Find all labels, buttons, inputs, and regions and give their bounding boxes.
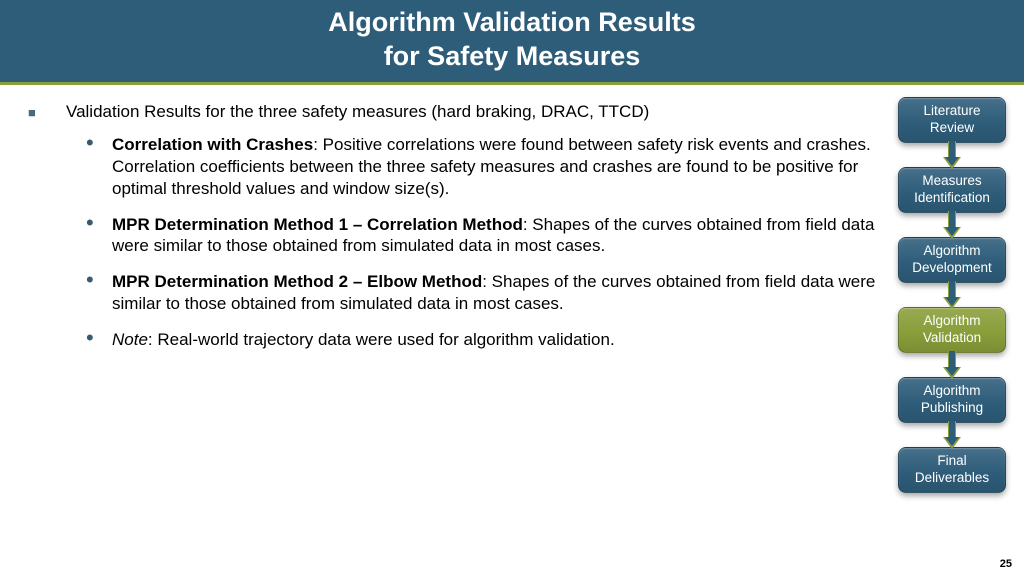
page-number: 25: [1000, 558, 1012, 570]
bullet-level1: ■ Validation Results for the three safet…: [28, 101, 880, 123]
disc-bullet-icon: •: [86, 329, 112, 351]
title-line-1: Algorithm Validation Results: [0, 6, 1024, 40]
bullet-italic-lead: Note: [112, 330, 148, 349]
bullet-level2: •Note: Real-world trajectory data were u…: [28, 329, 880, 351]
process-sidebar: Literature Review Measures Identification…: [896, 85, 1024, 576]
down-arrow-icon: [943, 351, 961, 379]
disc-bullet-icon: •: [86, 134, 112, 199]
slide-header: Algorithm Validation Results for Safety …: [0, 0, 1024, 85]
square-bullet-icon: ■: [28, 101, 66, 123]
process-step-label: Measures Identification: [905, 173, 999, 205]
down-arrow-icon: [943, 211, 961, 239]
down-arrow-icon: [943, 141, 961, 169]
process-step: Measures Identification: [898, 167, 1006, 213]
bullet-bold-lead: Correlation with Crashes: [112, 135, 313, 154]
process-step: Literature Review: [898, 97, 1006, 143]
slide-body: ■ Validation Results for the three safet…: [0, 85, 1024, 576]
bullet-level2: •Correlation with Crashes: Positive corr…: [28, 134, 880, 199]
bullet-bold-lead: MPR Determination Method 2 – Elbow Metho…: [112, 272, 482, 291]
down-arrow-icon: [943, 421, 961, 449]
bullet-text: MPR Determination Method 2 – Elbow Metho…: [112, 271, 880, 315]
disc-bullet-icon: •: [86, 214, 112, 258]
bullet-text: Correlation with Crashes: Positive corre…: [112, 134, 880, 199]
process-step-label: Algorithm Publishing: [905, 383, 999, 415]
disc-bullet-icon: •: [86, 271, 112, 315]
bullet-level2: •MPR Determination Method 1 – Correlatio…: [28, 214, 880, 258]
process-step-active: Algorithm Validation: [898, 307, 1006, 353]
bullet-text: MPR Determination Method 1 – Correlation…: [112, 214, 880, 258]
bullet-text: Note: Real-world trajectory data were us…: [112, 329, 880, 351]
process-step-label: Algorithm Development: [905, 243, 999, 275]
process-step-label: Final Deliverables: [905, 453, 999, 485]
title-line-2: for Safety Measures: [0, 40, 1024, 74]
process-step-label: Algorithm Validation: [905, 313, 999, 345]
bullet-bold-lead: MPR Determination Method 1 – Correlation…: [112, 215, 523, 234]
process-step-label: Literature Review: [905, 103, 999, 135]
process-step: Final Deliverables: [898, 447, 1006, 493]
process-step: Algorithm Development: [898, 237, 1006, 283]
process-step: Algorithm Publishing: [898, 377, 1006, 423]
down-arrow-icon: [943, 281, 961, 309]
content-area: ■ Validation Results for the three safet…: [0, 85, 896, 576]
lead-text: Validation Results for the three safety …: [66, 101, 880, 123]
bullet-level2: •MPR Determination Method 2 – Elbow Meth…: [28, 271, 880, 315]
bullet-rest: : Real-world trajectory data were used f…: [148, 330, 615, 349]
